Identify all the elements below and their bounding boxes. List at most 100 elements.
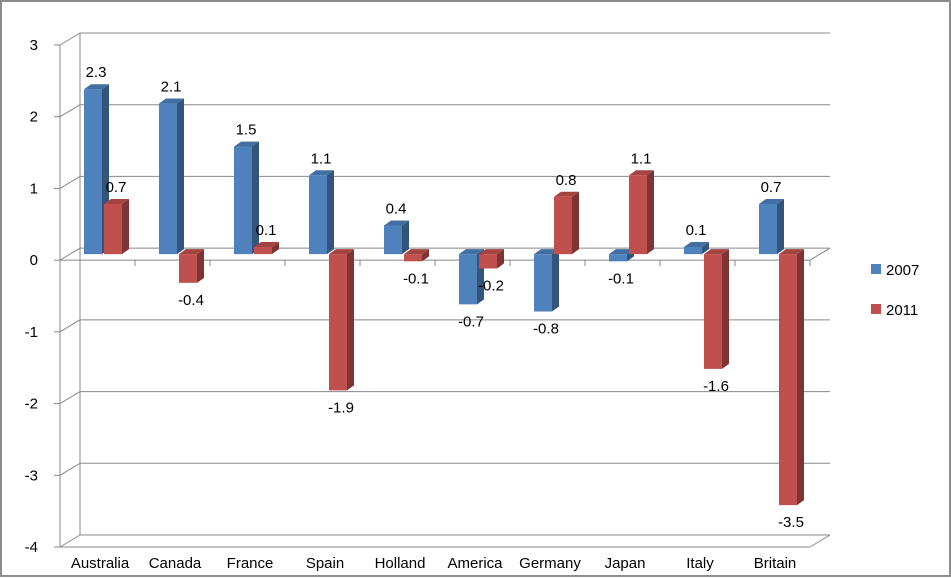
bar-top bbox=[84, 84, 109, 90]
data-label: 1.1 bbox=[631, 150, 652, 167]
bar-front bbox=[459, 254, 477, 305]
bar-front bbox=[629, 175, 647, 255]
x-tick-label: Australia bbox=[71, 555, 130, 572]
bar-front bbox=[759, 203, 777, 255]
legend-swatch-2011 bbox=[871, 304, 881, 314]
bar-side bbox=[552, 249, 559, 312]
floor-right bbox=[809, 534, 831, 548]
data-label: -3.5 bbox=[778, 514, 804, 531]
bar-2007-britain bbox=[759, 198, 784, 255]
x-tick-label: Germany bbox=[519, 555, 581, 572]
bar-2007-germany bbox=[534, 249, 559, 312]
bar-2011-america bbox=[479, 249, 504, 269]
y-tick-label: -2 bbox=[25, 396, 38, 413]
bar-side bbox=[647, 170, 654, 255]
bar-2007-holland bbox=[384, 220, 409, 255]
legend-label: 2011 bbox=[886, 302, 918, 319]
bar-front bbox=[84, 89, 102, 255]
bar-top bbox=[309, 170, 334, 176]
bar-front bbox=[104, 203, 122, 255]
bar-side bbox=[722, 249, 729, 369]
x-tick-label: Italy bbox=[686, 555, 714, 572]
x-tick-label: Canada bbox=[149, 555, 202, 572]
bar-top bbox=[159, 98, 184, 104]
x-tick-label: Japan bbox=[605, 555, 646, 572]
bar-2011-japan bbox=[629, 170, 654, 255]
data-label: 0.7 bbox=[761, 179, 782, 196]
gridline-side bbox=[59, 175, 81, 189]
bar-2011-britain bbox=[779, 249, 804, 506]
bar-front bbox=[704, 254, 722, 369]
data-label: 0.7 bbox=[106, 179, 127, 196]
bar-front bbox=[159, 103, 177, 255]
bar-top bbox=[704, 249, 729, 255]
bar-top bbox=[534, 249, 559, 255]
bar-front bbox=[684, 246, 702, 255]
bar-front bbox=[479, 254, 497, 269]
data-label: 0.4 bbox=[386, 200, 407, 217]
bar-2011-australia bbox=[104, 198, 129, 255]
x-tick-label: Spain bbox=[306, 555, 344, 572]
gridline-side bbox=[59, 104, 81, 118]
bar-top bbox=[329, 249, 354, 255]
bar-side bbox=[797, 249, 804, 506]
bar-2011-holland bbox=[404, 249, 429, 262]
x-tick-label: Holland bbox=[375, 555, 426, 572]
bar-2007-italy bbox=[684, 241, 709, 255]
bar-side bbox=[122, 198, 129, 255]
bar-2011-italy bbox=[704, 249, 729, 369]
bar-2007-france bbox=[234, 141, 259, 255]
data-label: -0.2 bbox=[478, 277, 504, 294]
bar-top bbox=[779, 249, 804, 255]
data-label: 2.3 bbox=[86, 64, 107, 81]
bar-2007-spain bbox=[309, 170, 334, 255]
bar-side bbox=[177, 98, 184, 255]
bar-side bbox=[777, 198, 784, 255]
bar-front bbox=[309, 175, 327, 255]
data-label: -0.1 bbox=[403, 270, 429, 287]
bar-side bbox=[572, 191, 579, 255]
y-tick-label: 1 bbox=[30, 180, 38, 197]
data-label: 0.8 bbox=[556, 172, 577, 189]
gridline-side bbox=[59, 319, 81, 333]
bar-side bbox=[702, 241, 709, 255]
bar-top bbox=[404, 249, 429, 255]
bar-side bbox=[422, 249, 429, 262]
bar-front bbox=[554, 196, 572, 255]
bar-top bbox=[104, 198, 129, 204]
bar-side bbox=[347, 249, 354, 391]
y-tick-label: 0 bbox=[30, 252, 38, 269]
bar-front bbox=[534, 254, 552, 312]
bar-top bbox=[479, 249, 504, 255]
data-label: 1.1 bbox=[311, 150, 332, 167]
gridline-side bbox=[59, 534, 81, 548]
data-label: -0.7 bbox=[458, 313, 484, 330]
data-label: 2.1 bbox=[161, 79, 182, 96]
bar-side bbox=[272, 241, 279, 255]
bar-side bbox=[197, 249, 204, 283]
bar-top bbox=[234, 141, 259, 147]
bar-2011-canada bbox=[179, 249, 204, 283]
bar-front bbox=[779, 254, 797, 506]
bar-front bbox=[329, 254, 347, 391]
data-label: -0.1 bbox=[608, 270, 634, 287]
data-label: -0.4 bbox=[178, 292, 204, 309]
bar-top bbox=[759, 198, 784, 204]
gridline-side bbox=[59, 462, 81, 476]
gridline-side bbox=[59, 32, 81, 46]
bar-front bbox=[254, 246, 272, 255]
bar-front bbox=[384, 225, 402, 255]
bar-top bbox=[459, 249, 484, 255]
bar-2011-spain bbox=[329, 249, 354, 391]
data-label: -0.8 bbox=[533, 321, 559, 338]
gridline-side bbox=[59, 247, 81, 261]
bar-top bbox=[179, 249, 204, 255]
legend-label: 2007 bbox=[886, 262, 919, 279]
bar-side bbox=[497, 249, 504, 269]
bar-top bbox=[254, 241, 279, 247]
bar-front bbox=[234, 146, 252, 255]
bar-front bbox=[404, 254, 422, 262]
bar-top bbox=[384, 220, 409, 226]
x-tick-label: America bbox=[447, 555, 503, 572]
